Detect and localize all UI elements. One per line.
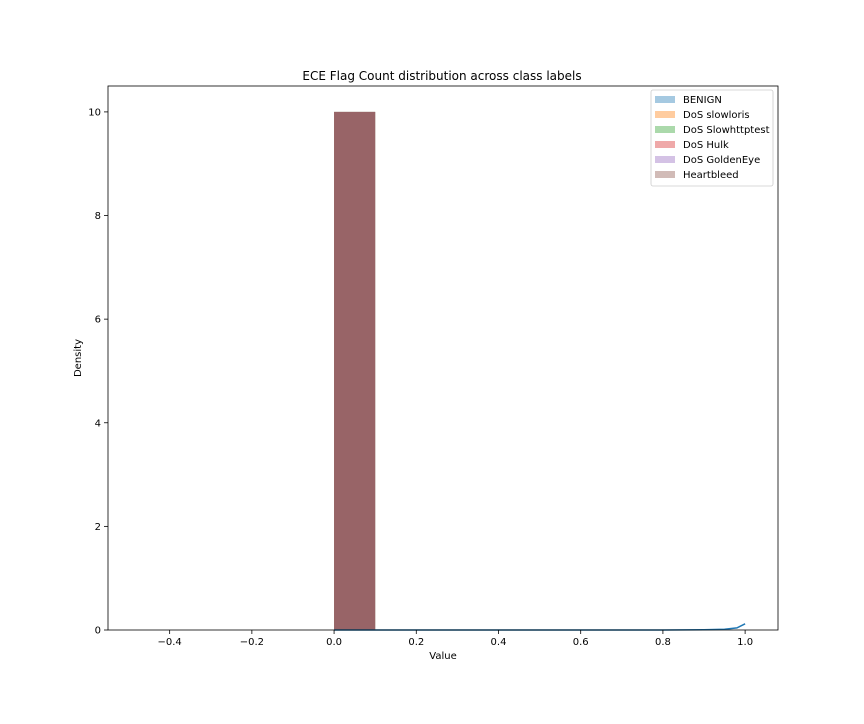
- plot-frame: [107, 85, 779, 631]
- y-axis: 0 2 4 6 8 10: [88, 107, 108, 637]
- histogram-bar-heartbleed: [334, 111, 376, 630]
- histogram-bar-benign: [334, 111, 376, 630]
- legend-label: DoS Slowhttptest: [683, 125, 770, 136]
- histogram-bar-dos-goldeneye: [334, 111, 376, 630]
- x-tick-label: 0.6: [573, 637, 589, 648]
- bars-layer: [334, 111, 376, 630]
- histogram-bar-dos-hulk: [334, 111, 376, 630]
- x-tick-label: 0.2: [408, 637, 424, 648]
- kde-line: [334, 623, 746, 631]
- y-tick-label: 0: [95, 626, 101, 637]
- x-tick-label: −0.4: [158, 637, 182, 648]
- histogram-bar-dos-slowhttptest: [334, 111, 376, 630]
- y-tick-label: 6: [95, 315, 101, 326]
- histogram-bar-dos-slowloris: [334, 111, 376, 630]
- y-tick-label: 4: [95, 418, 101, 429]
- kde-layer: [334, 623, 746, 631]
- x-tick-label: 0.0: [326, 637, 342, 648]
- legend-label: DoS GoldenEye: [683, 155, 760, 166]
- y-tick-label: 10: [88, 107, 101, 118]
- legend-swatch-dos-slowhttptest: [655, 126, 675, 133]
- legend-label: DoS Hulk: [683, 140, 729, 151]
- y-axis-label: Density: [73, 339, 84, 377]
- x-tick-label: 0.8: [655, 637, 671, 648]
- x-tick-label: −0.2: [240, 637, 264, 648]
- y-tick-label: 2: [95, 522, 101, 533]
- legend-swatch-dos-hulk: [655, 141, 675, 148]
- legend-swatch-benign: [655, 96, 675, 103]
- x-axis: −0.4 −0.2 0.0 0.2 0.4 0.6 0.8 1.0: [158, 630, 753, 648]
- legend-box: [650, 89, 774, 187]
- x-axis-label: Value: [429, 651, 456, 662]
- legend-swatch-heartbleed: [655, 171, 675, 178]
- legend: BENIGN DoS slowloris DoS Slowhttptest DoS H…: [650, 89, 774, 187]
- y-tick-label: 8: [95, 211, 101, 222]
- x-tick-label: 0.4: [491, 637, 507, 648]
- x-tick-label: 1.0: [737, 637, 753, 648]
- legend-label: BENIGN: [683, 95, 722, 106]
- legend-swatch-dos-goldeneye: [655, 156, 675, 163]
- legend-swatch-dos-slowloris: [655, 111, 675, 118]
- legend-label: Heartbleed: [683, 170, 739, 181]
- legend-label: DoS slowloris: [683, 110, 750, 121]
- chart-title: ECE Flag Count distribution across class…: [302, 69, 581, 83]
